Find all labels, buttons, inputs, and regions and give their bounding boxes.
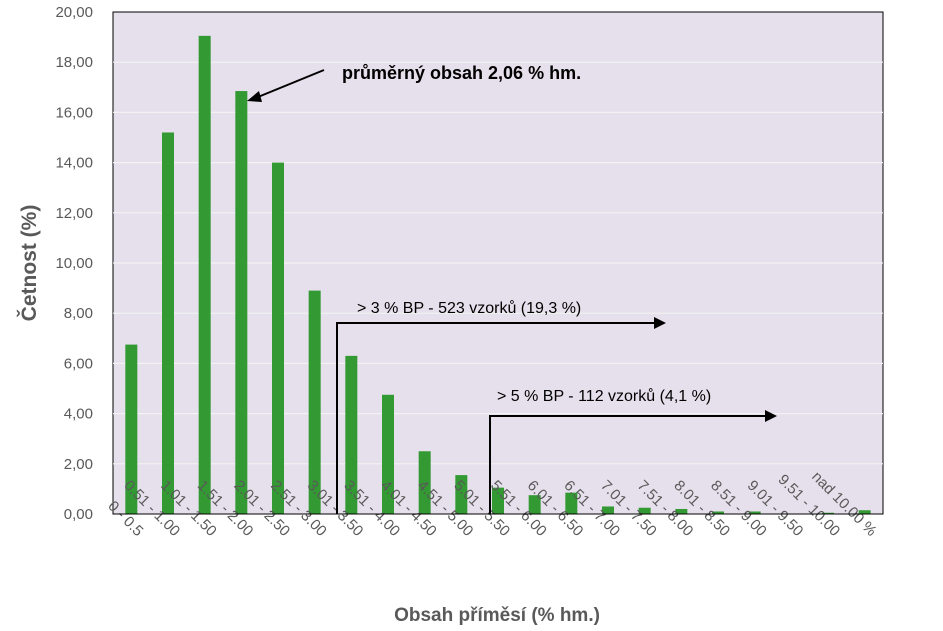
bar [492, 487, 504, 514]
bar [455, 475, 468, 514]
mean-annotation-label: průměrný obsah 2,06 % hm. [342, 63, 581, 83]
mean-annotation: průměrný obsah 2,06 % hm. [247, 63, 581, 102]
bar [822, 512, 834, 514]
y-tick-label: 16,00 [55, 104, 93, 121]
annotations: průměrný obsah 2,06 % hm. > 3 % BP - 523… [247, 63, 777, 514]
bar [162, 132, 174, 515]
bar [198, 35, 211, 514]
threshold-5-label: > 5 % BP - 112 vzorků (4,1 %) [497, 387, 711, 405]
bar [602, 506, 614, 514]
bar [235, 91, 248, 514]
threshold-3-arrow-line [336, 322, 655, 514]
y-tick-label: 4,00 [64, 406, 93, 423]
bar [382, 394, 394, 514]
threshold-5-arrow-head [765, 410, 777, 422]
threshold-3-arrow-head [654, 317, 666, 329]
y-tick-label: 12,00 [55, 205, 93, 222]
y-tick-label: 18,00 [55, 54, 93, 71]
x-axis-title: Obsah příměsí (% hm.) [394, 605, 600, 626]
threshold-5-arrow-line [489, 415, 766, 514]
mean-arrow-line [257, 69, 325, 98]
bar [748, 511, 761, 514]
y-tick-label: 10,00 [55, 255, 93, 272]
y-tick-label: 20,00 [55, 4, 93, 21]
bar [638, 507, 651, 514]
bar [675, 508, 688, 514]
mean-arrow-head [247, 91, 262, 102]
y-tick-label: 6,00 [64, 355, 93, 372]
y-axis-title: Četnost (%) [17, 205, 41, 322]
bar [308, 290, 321, 514]
y-tick-label: 0,00 [64, 506, 93, 523]
bar [345, 355, 358, 514]
bar [528, 495, 541, 514]
threshold-3-label: > 3 % BP - 523 vzorků (19,3 %) [357, 299, 581, 317]
bar [565, 492, 578, 514]
bar [125, 344, 138, 514]
y-tick-label: 14,00 [55, 155, 93, 172]
bar [712, 511, 724, 514]
bars [125, 35, 871, 515]
bar [418, 451, 431, 514]
y-axis-ticks: 0,00 2,00 4,00 6,00 8,00 10,00 12,00 14,00 16,00… [55, 4, 93, 523]
bar [858, 510, 871, 514]
y-tick-label: 2,00 [64, 456, 93, 473]
y-tick-label: 8,00 [64, 305, 93, 322]
threshold-5-annotation: > 5 % BP - 112 vzorků (4,1 %) [489, 387, 777, 514]
bar [272, 162, 284, 514]
threshold-3-annotation: > 3 % BP - 523 vzorků (19,3 %) [336, 299, 666, 514]
